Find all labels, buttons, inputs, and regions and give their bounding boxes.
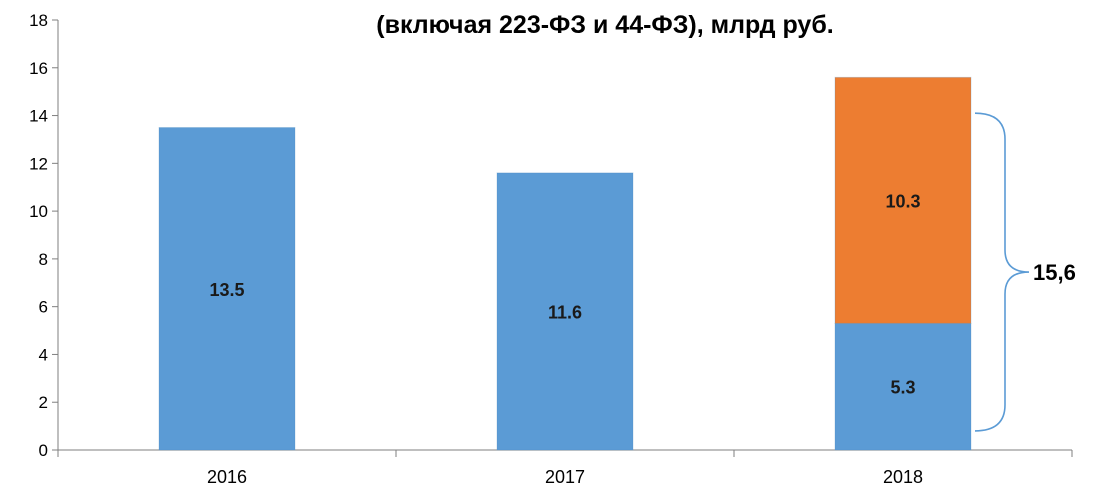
- bar-segment: [496, 172, 634, 451]
- data-label: 13.5: [209, 280, 244, 300]
- data-label: 10.3: [885, 191, 920, 211]
- chart-title: (включая 223-ФЗ и 44-ФЗ), млрд руб.: [376, 11, 833, 39]
- bar-segment: [834, 76, 972, 324]
- y-tick-label: 14: [29, 107, 48, 126]
- x-axis: 2016 2017 2018: [57, 449, 1073, 487]
- total-annotation: 15,6: [974, 112, 1076, 432]
- data-label: 11.6: [548, 302, 582, 322]
- y-tick-label: 8: [39, 250, 48, 269]
- bar-segment: [834, 322, 972, 451]
- y-tick-label: 16: [29, 59, 48, 78]
- y-axis: 0 2 4 6 8 10 12 14 16 18: [29, 11, 59, 460]
- y-tick-label: 2: [39, 393, 48, 412]
- bars: 13.5 11.6 5.3 10.3: [158, 76, 972, 451]
- y-tick-label: 4: [39, 345, 48, 364]
- x-tick-label: 2017: [545, 467, 585, 487]
- total-brace: [974, 112, 1030, 432]
- total-label: 15,6: [1033, 260, 1076, 285]
- x-tick-label: 2018: [883, 467, 923, 487]
- x-tick-label: 2016: [207, 467, 247, 487]
- y-tick-label: 0: [39, 441, 48, 460]
- y-tick-label: 10: [29, 202, 48, 221]
- y-tick-label: 6: [39, 298, 48, 317]
- y-tick-label: 12: [29, 154, 48, 173]
- data-label: 5.3: [890, 378, 915, 398]
- bar-segment: [158, 127, 296, 451]
- y-tick-label: 18: [29, 11, 48, 30]
